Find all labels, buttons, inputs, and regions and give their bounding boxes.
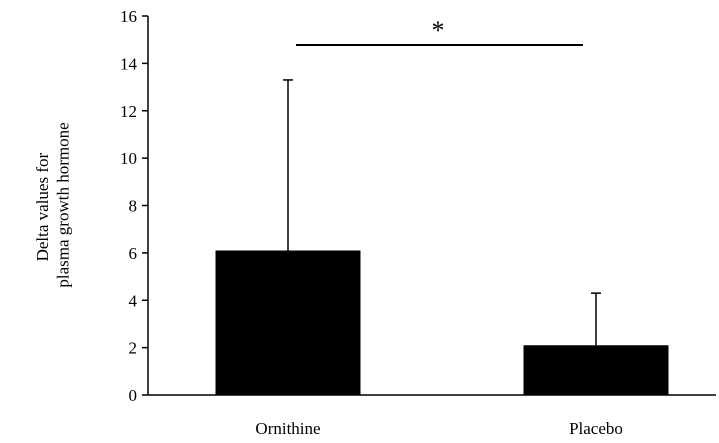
- y-axis-title-line-1: Delta values for: [33, 153, 52, 262]
- bars: [215, 250, 669, 395]
- y-axis-title-line-2: plasma growth hormone: [53, 122, 72, 287]
- y-tick-label: 12: [120, 102, 137, 121]
- x-tick-label-placebo: Placebo: [569, 419, 623, 438]
- y-tick-label: 4: [129, 291, 138, 310]
- y-tick-label: 0: [129, 386, 138, 405]
- axis-labels: 0 2 4 6 8 10 12 14 16 Ornithine Placebo: [120, 7, 623, 438]
- y-tick-label: 6: [129, 244, 138, 263]
- bar-ornithine: [215, 250, 361, 395]
- y-tick-label: 16: [120, 7, 137, 26]
- y-tick-label: 10: [120, 149, 137, 168]
- error-bars: [283, 79, 601, 346]
- significance-annotation: *: [296, 16, 583, 46]
- bar-placebo: [523, 345, 669, 395]
- significance-marker: *: [432, 16, 445, 45]
- y-axis-title: Delta values for plasma growth hormone: [33, 122, 72, 287]
- y-tick-label: 14: [120, 54, 138, 73]
- y-tick-label: 8: [129, 197, 138, 216]
- x-tick-label-ornithine: Ornithine: [255, 419, 320, 438]
- y-tick-label: 2: [129, 339, 138, 358]
